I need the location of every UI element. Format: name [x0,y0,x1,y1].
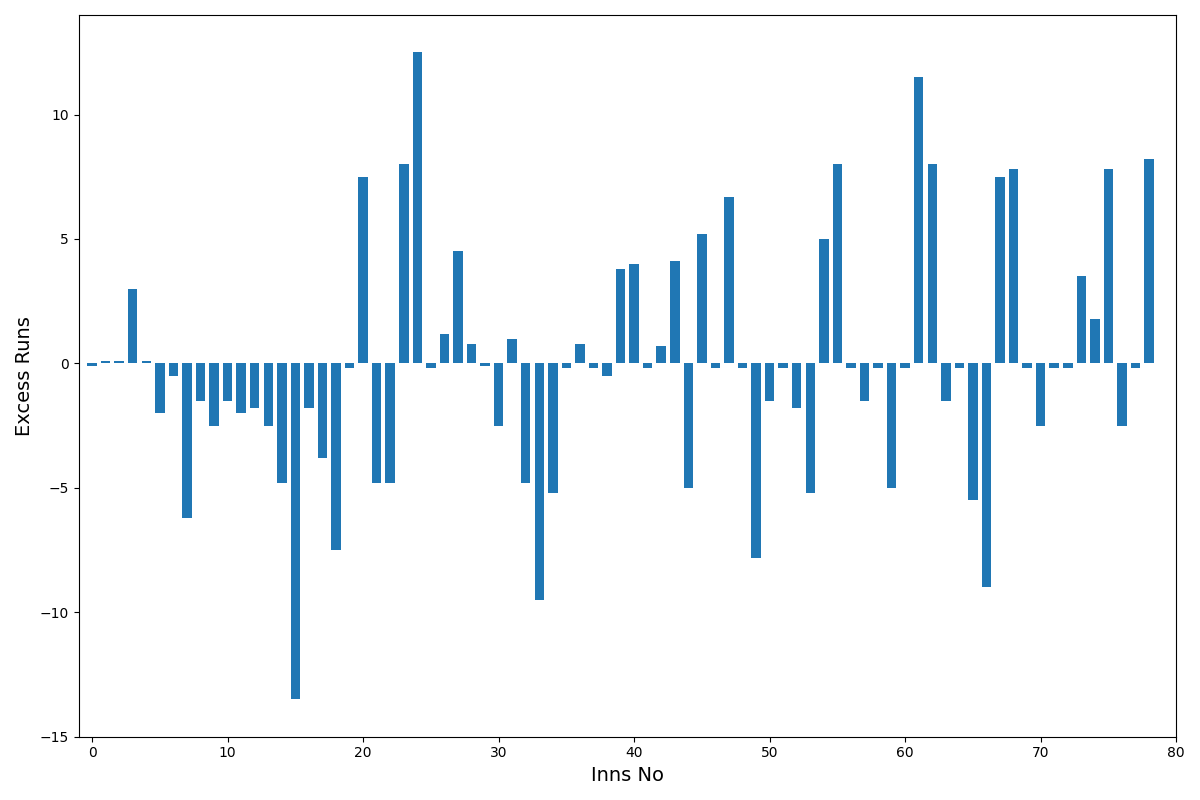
Bar [995,177,1004,363]
Bar [209,363,218,426]
Bar [480,363,490,366]
Bar [1104,170,1114,363]
Bar [400,164,408,363]
Bar [426,363,436,368]
Bar [725,197,733,363]
Bar [439,334,449,363]
Bar [548,363,558,493]
Bar [1130,363,1140,368]
Bar [1090,318,1099,363]
Bar [859,363,869,401]
Bar [629,264,638,363]
Bar [968,363,978,500]
Bar [1009,170,1019,363]
Bar [250,363,259,408]
Bar [508,338,517,363]
Bar [1050,363,1058,368]
Bar [264,363,272,426]
Bar [114,361,124,363]
Bar [805,363,815,493]
Bar [846,363,856,368]
Bar [494,363,503,426]
Bar [764,363,774,401]
Bar [928,164,937,363]
Bar [101,361,110,363]
Bar [1076,276,1086,363]
Bar [236,363,246,413]
Bar [128,289,138,363]
Bar [820,239,828,363]
Y-axis label: Excess Runs: Excess Runs [14,316,34,436]
Bar [142,361,151,363]
Bar [792,363,802,408]
Bar [575,343,584,363]
Bar [656,346,666,363]
Bar [344,363,354,368]
Bar [155,363,164,413]
Bar [779,363,788,368]
Bar [534,363,544,600]
Bar [277,363,287,483]
Bar [467,343,476,363]
Bar [982,363,991,587]
X-axis label: Inns No: Inns No [590,766,664,785]
Bar [900,363,910,368]
Bar [670,262,679,363]
Bar [616,269,625,363]
Bar [88,363,97,366]
Bar [454,251,463,363]
Bar [955,363,964,368]
Bar [331,363,341,550]
Bar [413,52,422,363]
Bar [372,363,382,483]
Bar [223,363,233,401]
Bar [169,363,178,376]
Bar [1036,363,1045,426]
Bar [521,363,530,483]
Bar [385,363,395,483]
Bar [738,363,748,368]
Bar [697,234,707,363]
Bar [710,363,720,368]
Bar [1117,363,1127,426]
Bar [196,363,205,401]
Bar [589,363,599,368]
Bar [182,363,192,518]
Bar [887,363,896,488]
Bar [1063,363,1073,368]
Bar [941,363,950,401]
Bar [833,164,842,363]
Bar [562,363,571,368]
Bar [874,363,883,368]
Bar [914,78,924,363]
Bar [684,363,694,488]
Bar [643,363,653,368]
Bar [359,177,368,363]
Bar [751,363,761,558]
Bar [318,363,328,458]
Bar [1145,159,1154,363]
Bar [290,363,300,699]
Bar [1022,363,1032,368]
Bar [304,363,313,408]
Bar [602,363,612,376]
